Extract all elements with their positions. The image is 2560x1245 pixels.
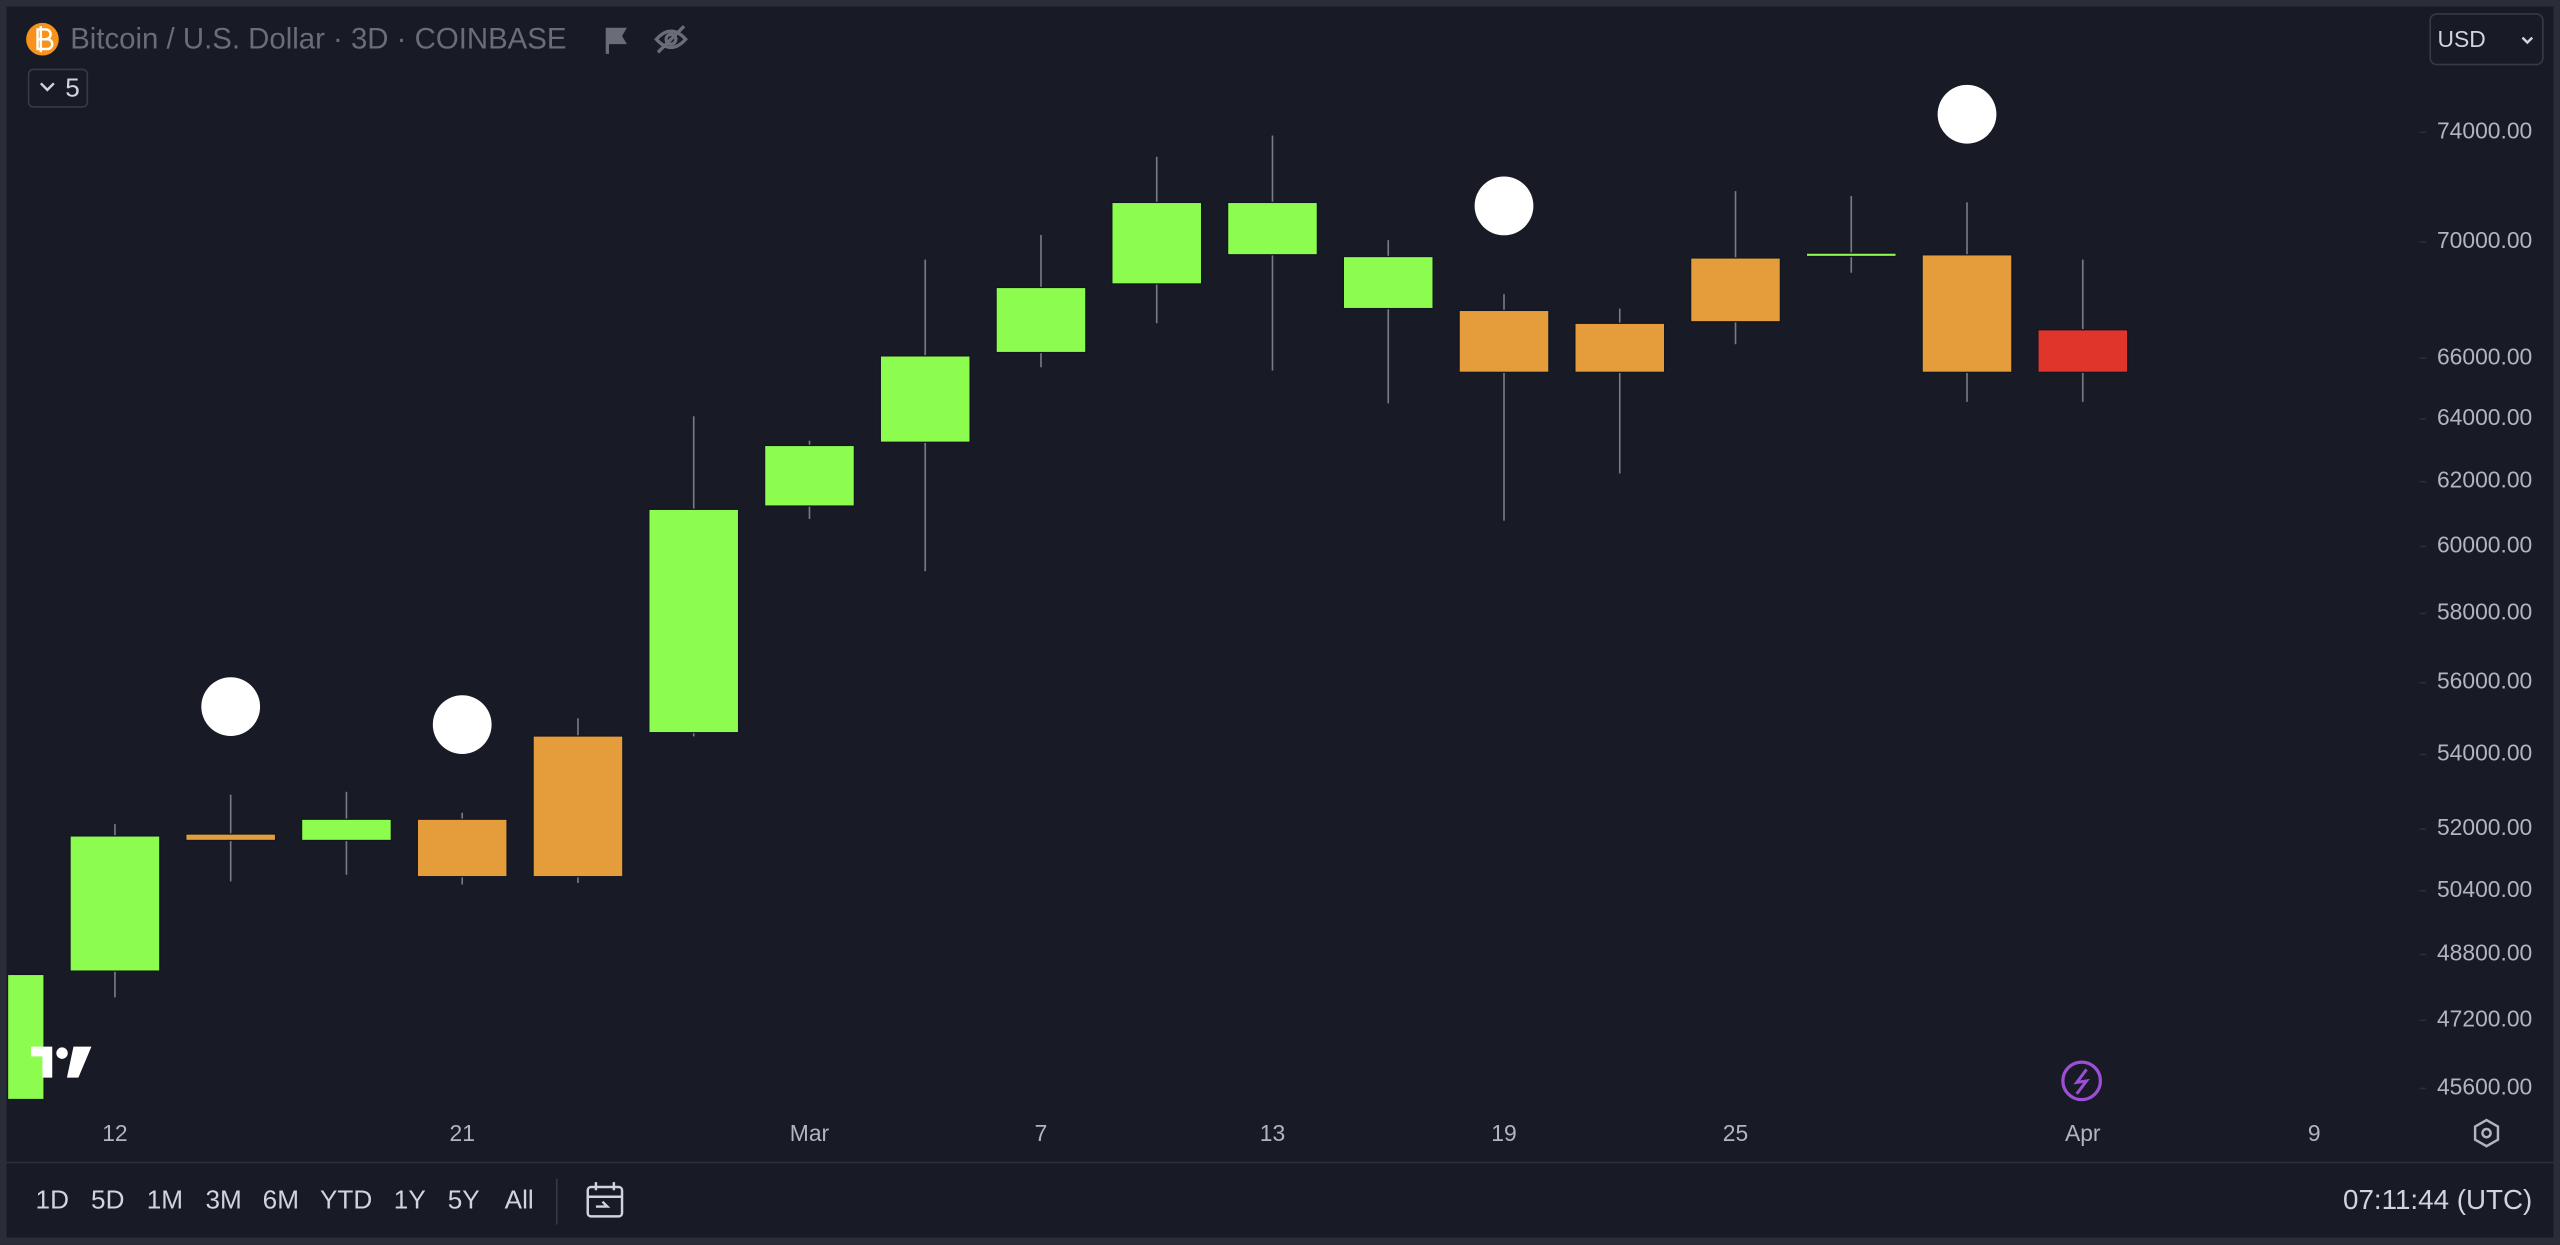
y-tick-label: 50400.00	[2437, 876, 2532, 902]
currency-label: USD	[2438, 26, 2486, 52]
candle-body	[1226, 201, 1319, 256]
chevron	[2521, 36, 2534, 45]
hide-icon[interactable]	[654, 25, 688, 54]
lightning-button[interactable]	[2061, 1060, 2103, 1102]
signal-marker	[1937, 84, 1997, 144]
bitcoin-glyph	[36, 26, 54, 53]
range-button[interactable]: 5Y	[448, 1185, 480, 1215]
candle-body	[416, 818, 508, 878]
candle-body	[185, 833, 277, 842]
x-tick-label: 7	[1035, 1120, 1048, 1146]
signal-marker	[1474, 176, 1534, 236]
range-button[interactable]: 1D	[36, 1185, 69, 1215]
x-tick-label: 13	[1260, 1120, 1285, 1146]
candle-body	[879, 355, 971, 443]
y-tick-label: 47200.00	[2437, 1005, 2532, 1031]
x-tick-label: 9	[2308, 1120, 2321, 1146]
x-tick-label: Apr	[2065, 1120, 2101, 1146]
tv-logo	[31, 1046, 92, 1078]
candle-body	[995, 286, 1087, 354]
signal-marker	[201, 677, 261, 737]
range-button[interactable]: 5D	[91, 1185, 124, 1215]
chevron	[39, 82, 55, 92]
y-tick-label: 48800.00	[2437, 940, 2532, 966]
y-tick-label: 54000.00	[2437, 740, 2532, 766]
range-button[interactable]: YTD	[320, 1185, 372, 1215]
range-button[interactable]: 1M	[147, 1185, 183, 1215]
y-tick-label: 45600.00	[2437, 1073, 2532, 1099]
indicator-count: 5	[65, 73, 80, 103]
currency-select[interactable]	[2429, 13, 2544, 66]
plot-area	[8, 84, 2129, 1099]
y-tick-label: 70000.00	[2437, 227, 2532, 253]
x-tick-label: 21	[449, 1120, 474, 1146]
flag-icon[interactable]	[605, 27, 627, 54]
y-tick-label: 74000.00	[2437, 117, 2532, 143]
candle-body	[1805, 252, 1897, 258]
candle-body	[2037, 329, 2129, 374]
candle-body	[69, 835, 161, 972]
candle-body	[763, 444, 856, 507]
x-tick-label: Mar	[790, 1120, 830, 1146]
indicator-toggle[interactable]	[27, 68, 89, 108]
y-tick-label: 52000.00	[2437, 814, 2532, 840]
candle-body	[648, 508, 740, 734]
range-button[interactable]: All	[505, 1185, 534, 1215]
y-tick-label: 62000.00	[2437, 467, 2532, 493]
candle-body	[1689, 257, 1782, 323]
candle-body	[532, 735, 624, 878]
clock: 07:11:44 (UTC)	[2343, 1184, 2532, 1215]
candle-body	[8, 973, 45, 1099]
candle-body	[1111, 201, 1203, 285]
range-button[interactable]: 1Y	[394, 1185, 426, 1215]
candle-body	[1458, 309, 1550, 374]
candle-body	[1342, 255, 1434, 310]
x-tick-label: 19	[1491, 1120, 1516, 1146]
candle-body	[300, 818, 392, 842]
candle-body	[1921, 254, 2013, 374]
goto-date-icon[interactable]	[586, 1182, 624, 1218]
y-tick-label: 64000.00	[2437, 404, 2532, 430]
y-tick-label: 60000.00	[2437, 531, 2532, 557]
y-tick-label: 58000.00	[2437, 598, 2532, 624]
symbol-title: Bitcoin / U.S. Dollar · 3D · COINBASE	[70, 23, 566, 56]
candle-body	[1574, 322, 1666, 374]
y-tick-label: 66000.00	[2437, 343, 2532, 369]
x-tick-label: 12	[102, 1120, 127, 1146]
x-tick-label: 25	[1723, 1120, 1748, 1146]
range-button[interactable]: 3M	[206, 1185, 242, 1215]
range-button[interactable]: 6M	[263, 1185, 299, 1215]
chart-background	[6, 6, 2554, 1238]
settings-gear[interactable]	[2473, 1118, 2500, 1148]
signal-marker	[432, 695, 492, 755]
y-tick-label: 56000.00	[2437, 668, 2532, 694]
